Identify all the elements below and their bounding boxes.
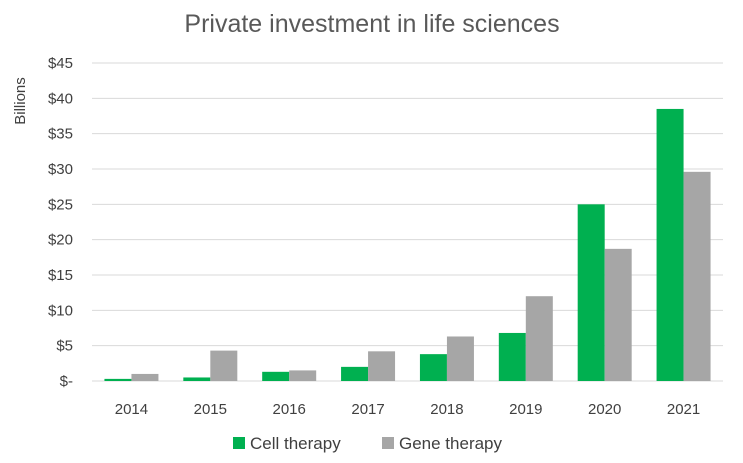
y-tick-label: $45 bbox=[48, 55, 73, 72]
x-tick-label: 2017 bbox=[351, 401, 384, 418]
x-tick-label: 2019 bbox=[509, 401, 542, 418]
chart-title: Private investment in life sciences bbox=[184, 10, 559, 38]
bar-cell-therapy-2018 bbox=[419, 354, 447, 381]
legend-label: Gene therapy bbox=[399, 434, 503, 453]
y-tick-label: $30 bbox=[48, 161, 73, 178]
x-tick-label: 2021 bbox=[667, 401, 700, 418]
legend: Cell therapy Gene therapy bbox=[233, 434, 503, 453]
legend-label: Cell therapy bbox=[250, 434, 341, 453]
bar-gene-therapy-2017 bbox=[368, 351, 396, 381]
x-tick-label: 2016 bbox=[273, 401, 306, 418]
y-tick-label: $- bbox=[60, 373, 73, 390]
bar-cell-therapy-2020 bbox=[577, 204, 605, 381]
bar-gene-therapy-2015 bbox=[210, 350, 238, 381]
y-tick-label: $40 bbox=[48, 90, 73, 107]
y-tick-label: $5 bbox=[56, 338, 73, 355]
y-tick-label: $25 bbox=[48, 196, 73, 213]
bar-gene-therapy-2019 bbox=[525, 296, 553, 381]
bars bbox=[104, 108, 711, 381]
bar-gene-therapy-2018 bbox=[446, 336, 474, 381]
bar-cell-therapy-2017 bbox=[341, 366, 369, 381]
legend-swatch-gene-therapy bbox=[382, 437, 394, 449]
bar-cell-therapy-2014 bbox=[104, 378, 132, 381]
bar-cell-therapy-2015 bbox=[183, 377, 211, 381]
y-tick-label: $35 bbox=[48, 126, 73, 143]
gridlines bbox=[92, 62, 723, 382]
x-tick-label: 2018 bbox=[430, 401, 463, 418]
bar-gene-therapy-2016 bbox=[289, 370, 317, 381]
y-axis-title: Billions bbox=[12, 77, 29, 125]
legend-swatch-cell-therapy bbox=[233, 437, 245, 449]
y-tick-label: $20 bbox=[48, 232, 73, 249]
x-tick-label: 2020 bbox=[588, 401, 621, 418]
y-axis-ticks: $- $5 $10 $15 $20 $25 $30 $35 $40 $45 bbox=[48, 55, 73, 390]
bar-gene-therapy-2020 bbox=[604, 248, 632, 381]
x-tick-label: 2015 bbox=[194, 401, 227, 418]
bar-gene-therapy-2021 bbox=[683, 171, 711, 381]
bar-cell-therapy-2016 bbox=[262, 371, 290, 381]
bar-gene-therapy-2014 bbox=[131, 373, 159, 381]
bar-cell-therapy-2021 bbox=[656, 108, 684, 381]
y-tick-label: $15 bbox=[48, 267, 73, 284]
x-axis-ticks: 2014 2015 2016 2017 2018 2019 2020 2021 bbox=[115, 401, 701, 418]
x-tick-label: 2014 bbox=[115, 401, 148, 418]
bar-cell-therapy-2019 bbox=[498, 332, 526, 381]
y-tick-label: $10 bbox=[48, 302, 73, 319]
